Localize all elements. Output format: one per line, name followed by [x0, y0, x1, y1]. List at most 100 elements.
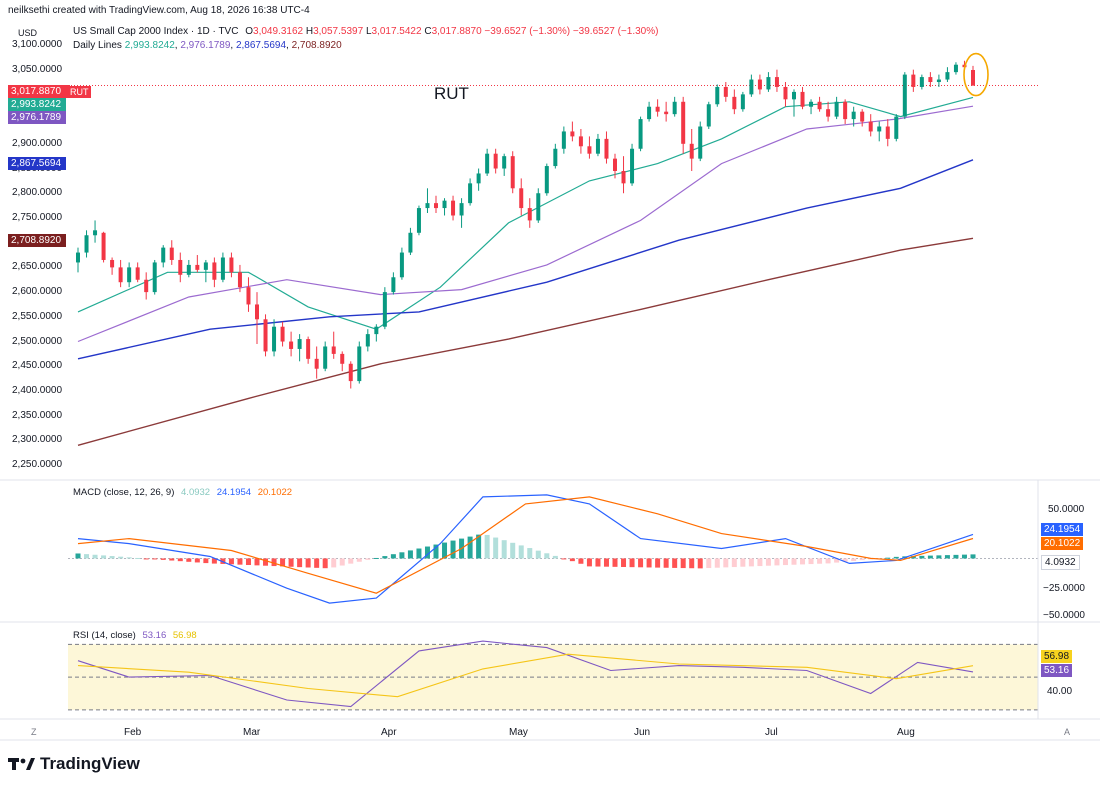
macd-signal-value: 20.1022: [257, 487, 293, 498]
candle-body: [561, 131, 566, 149]
candle-body: [135, 267, 140, 280]
rsi-ma-value: 56.98: [172, 630, 197, 641]
candle-body: [195, 264, 200, 270]
candle-body: [434, 203, 438, 209]
candle-body: [152, 262, 157, 293]
auto-scale-toggle[interactable]: A: [1064, 727, 1071, 737]
daily-lines-label[interactable]: Daily Lines: [73, 40, 122, 51]
candle-body: [826, 109, 831, 117]
macd-hist-bar: [561, 558, 567, 560]
rsi-value: 53.16: [142, 630, 167, 641]
candle-body: [314, 358, 319, 369]
log-scale-toggle[interactable]: Z: [31, 727, 37, 737]
macd-hist-bar: [944, 555, 950, 559]
macd-hist-bar: [373, 557, 379, 559]
rsi-ma-badge: 56.98: [1041, 650, 1073, 663]
rsi-tick-40: 40.00: [1047, 686, 1073, 697]
macd-hist-bar: [638, 558, 644, 568]
candle-body: [502, 156, 507, 169]
macd-hist-bar: [245, 558, 251, 566]
macd-hist-bar: [314, 558, 320, 568]
rsi-line: [77, 640, 974, 708]
macd-line: [77, 494, 974, 604]
daily-lines-value-4: 2,708.8920: [291, 40, 342, 51]
macd-hist-bar: [424, 546, 430, 559]
candle-body: [672, 101, 677, 115]
candle-body: [468, 183, 473, 204]
candle-body: [357, 346, 362, 382]
macd-hist-bar: [731, 558, 737, 568]
ohlc-open-label: O: [245, 26, 254, 37]
currency-label[interactable]: USD: [18, 28, 38, 38]
candle-body: [416, 208, 421, 233]
macd-hist-bar: [305, 558, 311, 568]
price-tick-label: 2,650.0000: [12, 261, 63, 273]
candle-body: [723, 86, 728, 97]
macd-hist-bar: [544, 553, 550, 559]
candle-body: [519, 188, 524, 209]
candle-body: [459, 203, 464, 216]
macd-hist-bar: [476, 534, 482, 559]
symbol-line: US Small Cap 2000 Index · 1D · TVC O3,04…: [73, 26, 658, 37]
macd-hist-bar: [382, 556, 388, 559]
macd-hist-bar: [118, 556, 124, 559]
macd-line-value: 24.1954: [216, 487, 252, 498]
candle-body: [860, 111, 865, 122]
macd-hist-bar: [356, 558, 362, 562]
candle-body: [169, 247, 174, 260]
macd-hist-bar: [501, 540, 507, 559]
candle-body: [399, 252, 404, 278]
macd-hist-bar: [782, 558, 788, 566]
macd-hist-bar: [271, 558, 277, 567]
candle-body: [817, 101, 822, 110]
ohlc-low: 3,017.5422: [371, 26, 422, 37]
macd-hist-bar: [714, 558, 720, 568]
price-tick-label: 2,550.0000: [12, 310, 63, 322]
rut-annotation[interactable]: RUT: [434, 84, 469, 103]
rsi-title[interactable]: RSI (14, close): [73, 630, 136, 641]
sma20-line: [77, 96, 974, 330]
candle-body: [255, 304, 259, 320]
symbol-description[interactable]: US Small Cap 2000 Index · 1D · TVC: [73, 26, 239, 37]
candle-body: [621, 170, 626, 184]
macd-hist-bar: [689, 558, 695, 569]
candle-body: [220, 257, 225, 280]
candle-body: [212, 262, 217, 280]
price-tick-label: 2,750.0000: [12, 211, 63, 223]
sma50-line: [77, 105, 974, 343]
last-price-text: 3,017.8870: [11, 86, 62, 97]
macd-pane: [68, 494, 1038, 604]
candle-body: [323, 346, 328, 369]
price-tick-label: 2,400.0000: [12, 384, 63, 396]
brand-name: TradingView: [40, 754, 140, 773]
candle-body: [647, 106, 652, 120]
macd-hist-bar: [885, 557, 891, 559]
x-label-may: May: [509, 727, 528, 738]
macd-title[interactable]: MACD (close, 12, 26, 9): [73, 487, 175, 498]
macd-hist-bar: [672, 558, 678, 568]
macd-hist-bar: [569, 558, 575, 562]
macd-hist-bar: [288, 558, 294, 567]
ohlc-close-label: C: [424, 26, 432, 37]
macd-hist-bar: [723, 558, 729, 568]
candle-body: [911, 74, 916, 87]
macd-hist-bar: [740, 558, 746, 567]
candle-body: [757, 79, 762, 90]
candle-body: [638, 119, 643, 149]
macd-hist-bar: [612, 558, 618, 567]
price-tick-label: 2,350.0000: [12, 409, 63, 421]
brand-logo[interactable]: TradingView: [8, 754, 140, 774]
price-tick-label: 2,250.0000: [12, 459, 63, 471]
candle-body: [374, 326, 379, 335]
candle-body: [664, 111, 669, 115]
macd-hist-bar: [331, 558, 337, 568]
candle-body: [843, 101, 848, 120]
macd-hist-bar: [586, 558, 592, 567]
sma200-badge: 2,708.8920: [8, 234, 66, 247]
ohlc-close: 3,017.8870: [431, 26, 482, 37]
macd-hist-bar: [774, 558, 780, 566]
macd-hist-bar: [467, 536, 473, 559]
macd-hist-bar: [135, 557, 141, 559]
candle-body: [451, 200, 456, 216]
